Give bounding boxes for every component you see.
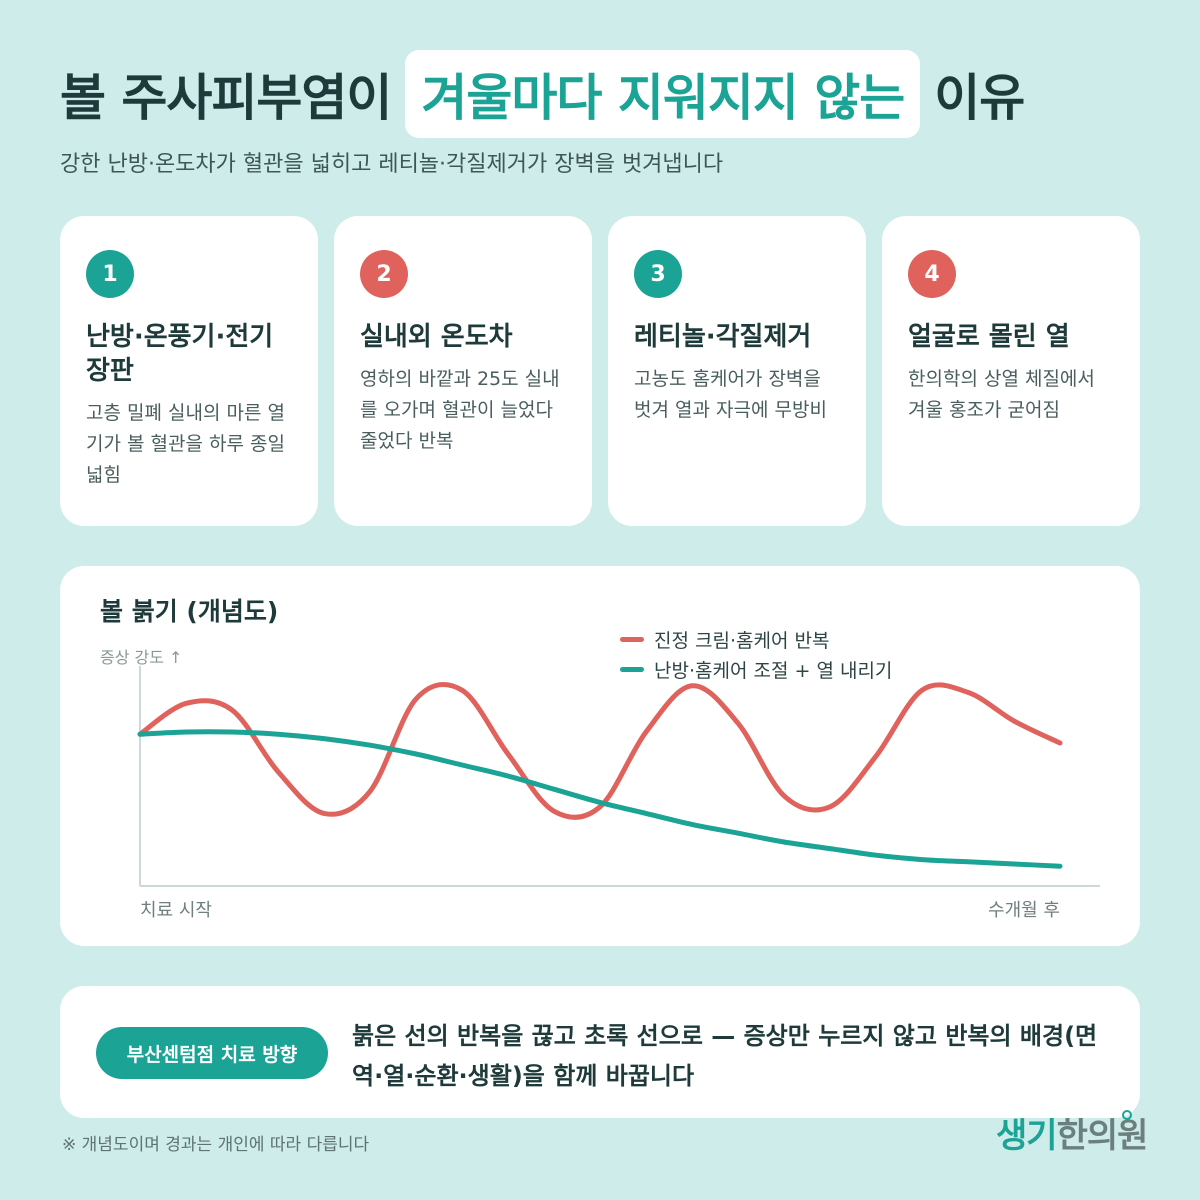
series-line-improve (137, 729, 1063, 869)
y-axis-label: 증상 강도 ↑ (100, 648, 183, 667)
title-highlight: 겨울마다 지워지지 않는 (405, 50, 921, 138)
cause-card-4: 4 얼굴로 몰린 열 한의학의 상열 체질에서 겨울 홍조가 굳어짐 (882, 216, 1140, 526)
logo-part-2: 한의원 (1056, 1116, 1149, 1156)
card-title: 얼굴로 몰린 열 (908, 322, 1070, 352)
card-number-badge: 4 (908, 250, 956, 298)
card-description: 고농도 홈케어가 장벽을 벗겨 열과 자극에 무방비 (634, 368, 827, 421)
treatment-direction-text: 붉은 선의 반복을 끊고 초록 선으로 — 증상만 누르지 않고 반복의 배경(… (352, 1022, 1098, 1090)
line-chart (137, 666, 1100, 887)
treatment-direction-panel: 부산센텀점 치료 방향 붉은 선의 반복을 끊고 초록 선으로 — 증상만 누르… (60, 986, 1140, 1118)
card-title: 난방·온풍기·전기장판 (86, 322, 274, 386)
legend-item-improve: 난방·홈케어 조절 + 열 내리기 (620, 654, 892, 684)
logo-dot-icon (1122, 1110, 1132, 1120)
card-title: 실내외 온도차 (360, 322, 513, 352)
card-description: 고층 밀폐 실내의 마른 열기가 볼 혈관을 하루 종일 넓힘 (86, 402, 285, 486)
footnote: ※ 개념도이며 경과는 개인에 따라 다릅니다 (62, 1135, 370, 1155)
card-description: 한의학의 상열 체질에서 겨울 홍조가 굳어짐 (908, 368, 1095, 421)
page-title: 볼 주사피부염이 겨울마다 지워지지 않는 이유 (60, 50, 1025, 138)
card-title: 레티놀·각질제거 (634, 322, 812, 352)
chart-panel: 볼 붉기 (개념도) 증상 강도 ↑ 치료 시작 수개월 후 진정 크림·홈케어… (60, 566, 1140, 946)
legend-swatch-teal (620, 666, 644, 672)
cause-card-2: 2 실내외 온도차 영하의 바깥과 25도 실내를 오가며 혈관이 늘었다 줄었… (334, 216, 592, 526)
legend-label: 진정 크림·홈케어 반복 (654, 629, 830, 652)
cause-card-3: 3 레티놀·각질제거 고농도 홈케어가 장벽을 벗겨 열과 자극에 무방비 (608, 216, 866, 526)
legend-swatch-red (620, 636, 644, 642)
logo-part-1: 생기 (996, 1116, 1058, 1156)
card-number-badge: 3 (634, 250, 682, 298)
card-description: 영하의 바깥과 25도 실내를 오가며 혈관이 늘었다 줄었다 반복 (360, 368, 560, 452)
series-line-repeat (137, 682, 1063, 820)
card-number-badge: 2 (360, 250, 408, 298)
x-axis-end-label: 수개월 후 (988, 900, 1060, 921)
clinic-logo: 생기한의원 (996, 1108, 1149, 1157)
cause-cards: 1 난방·온풍기·전기장판 고층 밀폐 실내의 마른 열기가 볼 혈관을 하루 … (60, 216, 1140, 526)
cause-card-1: 1 난방·온풍기·전기장판 고층 밀폐 실내의 마른 열기가 볼 혈관을 하루 … (60, 216, 318, 526)
chart-legend: 진정 크림·홈케어 반복 난방·홈케어 조절 + 열 내리기 (620, 624, 892, 684)
card-number-badge: 1 (86, 250, 134, 298)
x-axis-start-label: 치료 시작 (140, 900, 212, 921)
legend-label: 난방·홈케어 조절 + 열 내리기 (654, 659, 893, 682)
title-before: 볼 주사피부염이 (60, 69, 392, 127)
page-subtitle: 강한 난방·온도차가 혈관을 넓히고 레티놀·각질제거가 장벽을 벗겨냅니다 (60, 152, 724, 177)
title-after: 이유 (934, 69, 1025, 127)
chart-title: 볼 붉기 (개념도) (100, 597, 279, 626)
legend-item-repeat: 진정 크림·홈케어 반복 (620, 624, 892, 654)
treatment-direction-badge: 부산센텀점 치료 방향 (96, 1027, 328, 1079)
